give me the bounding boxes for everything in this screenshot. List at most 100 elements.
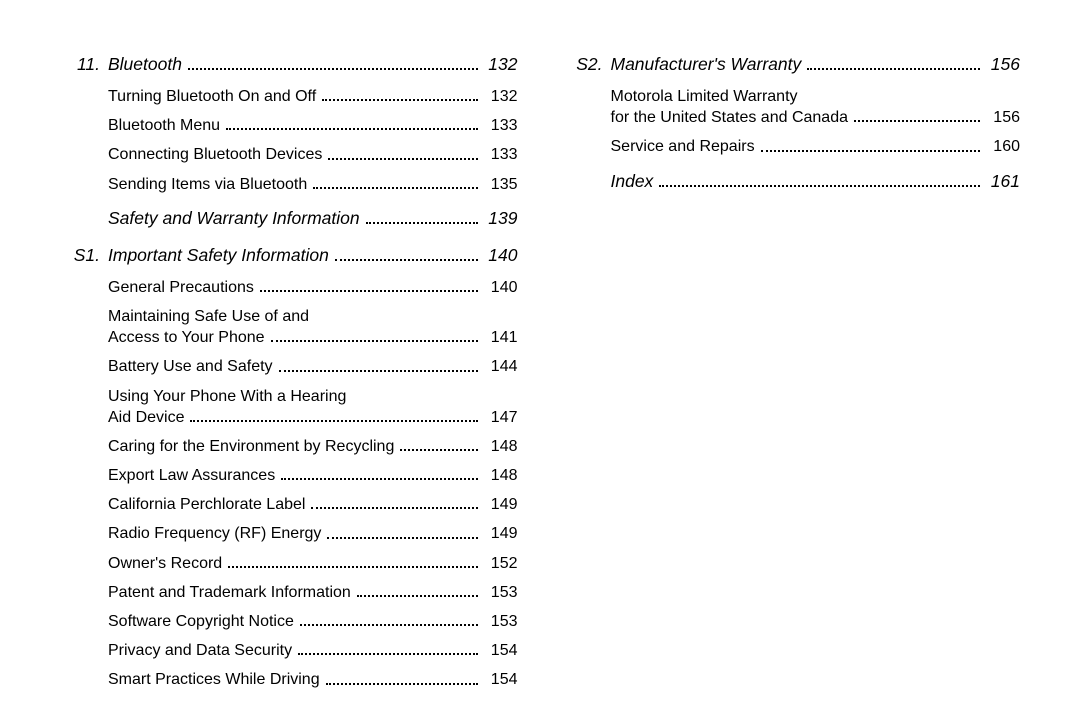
dot-leader — [228, 566, 477, 568]
dot-leader — [298, 653, 477, 655]
dot-leader — [300, 624, 478, 626]
dot-leader — [327, 537, 477, 539]
section-page-number: 139 — [484, 208, 518, 229]
toc-entry-multiline: Using Your Phone With a Hearing Aid Devic… — [70, 387, 518, 427]
entry-label: Software Copyright Notice — [108, 612, 294, 631]
section-page-number: 132 — [484, 54, 518, 75]
section-label: Important Safety Information — [108, 245, 329, 266]
entry-label-line2: Access to Your Phone — [108, 328, 265, 347]
dot-leader — [279, 370, 478, 372]
entry-label-line1: Maintaining Safe Use of and — [108, 307, 518, 326]
section-label: Manufacturer's Warranty — [611, 54, 802, 75]
toc-section: S1. Important Safety Information 140 — [70, 245, 518, 266]
dot-leader — [281, 478, 477, 480]
toc-entry: Radio Frequency (RF) Energy 149 — [70, 524, 518, 543]
dot-leader — [322, 99, 477, 101]
section-prefix: S1. — [70, 245, 100, 266]
toc-entry: Turning Bluetooth On and Off 132 — [70, 87, 518, 106]
toc-entry: California Perchlorate Label 149 — [70, 495, 518, 514]
entry-label: California Perchlorate Label — [108, 495, 305, 514]
entry-label: General Precautions — [108, 278, 254, 297]
dot-leader — [328, 158, 477, 160]
toc-entry: Privacy and Data Security 154 — [70, 641, 518, 660]
entry-page-number: 152 — [484, 554, 518, 573]
toc-entry: General Precautions 140 — [70, 278, 518, 297]
entry-label-line1: Using Your Phone With a Hearing — [108, 387, 518, 406]
toc-section: 11. Bluetooth 132 — [70, 54, 518, 75]
entry-page-number: 132 — [484, 87, 518, 106]
toc-section: Index161 — [573, 171, 1021, 192]
entry-page-number: 149 — [484, 524, 518, 543]
dot-leader — [271, 340, 478, 342]
entry-page-number: 154 — [484, 670, 518, 689]
toc-entry: Caring for the Environment by Recycling 1… — [70, 437, 518, 456]
section-label: Bluetooth — [108, 54, 182, 75]
dot-leader — [807, 68, 980, 70]
entry-label: Caring for the Environment by Recycling — [108, 437, 394, 456]
entry-line2-row: Access to Your Phone141 — [70, 328, 518, 347]
dot-leader — [260, 290, 478, 292]
entry-label: Service and Repairs — [611, 137, 755, 156]
toc-column-left: 11.Bluetooth132Turning Bluetooth On and … — [70, 50, 518, 680]
entry-page-number: 160 — [986, 137, 1020, 156]
entry-page-number: 135 — [484, 175, 518, 194]
entry-label: Radio Frequency (RF) Energy — [108, 524, 321, 543]
entry-label: Battery Use and Safety — [108, 357, 273, 376]
dot-leader — [400, 449, 477, 451]
section-page-number: 140 — [484, 245, 518, 266]
toc-column-right: S2.Manufacturer's Warranty156Motorola Li… — [573, 50, 1021, 680]
dot-leader — [326, 683, 478, 685]
entry-label: Owner's Record — [108, 554, 222, 573]
toc-page: 11.Bluetooth132Turning Bluetooth On and … — [0, 0, 1080, 720]
entry-page-number: 144 — [484, 357, 518, 376]
toc-entry: Service and Repairs 160 — [573, 137, 1021, 156]
section-prefix: S2. — [573, 54, 603, 75]
section-prefix: 11. — [70, 54, 100, 75]
entry-page-number: 140 — [484, 278, 518, 297]
dot-leader — [335, 259, 478, 261]
toc-entry: Battery Use and Safety 144 — [70, 357, 518, 376]
entry-label: Export Law Assurances — [108, 466, 275, 485]
toc-entry: Software Copyright Notice153 — [70, 612, 518, 631]
entry-label: Smart Practices While Driving — [108, 670, 320, 689]
dot-leader — [190, 420, 477, 422]
entry-page-number: 148 — [484, 437, 518, 456]
entry-label: Patent and Trademark Information — [108, 583, 351, 602]
entry-label: Bluetooth Menu — [108, 116, 220, 135]
entry-label-line2: for the United States and Canada — [611, 108, 849, 127]
dot-leader — [188, 68, 478, 70]
toc-entry: Sending Items via Bluetooth135 — [70, 175, 518, 194]
entry-page-number: 133 — [484, 145, 518, 164]
entry-page-number: 148 — [484, 466, 518, 485]
entry-page-number: 133 — [484, 116, 518, 135]
dot-leader — [761, 150, 980, 152]
toc-entry: Export Law Assurances 148 — [70, 466, 518, 485]
dot-leader — [659, 185, 980, 187]
entry-label: Turning Bluetooth On and Off — [108, 87, 316, 106]
toc-entry: Bluetooth Menu 133 — [70, 116, 518, 135]
entry-page-number: 156 — [986, 108, 1020, 127]
toc-entry: Connecting Bluetooth Devices 133 — [70, 145, 518, 164]
section-label: Index — [611, 171, 654, 192]
toc-entry: Owner's Record 152 — [70, 554, 518, 573]
entry-label-line1: Motorola Limited Warranty — [611, 87, 1021, 106]
entry-page-number: 153 — [484, 583, 518, 602]
toc-entry: Patent and Trademark Information 153 — [70, 583, 518, 602]
entry-page-number: 147 — [484, 408, 518, 427]
dot-leader — [313, 187, 477, 189]
toc-entry-multiline: Motorola Limited Warranty for the United … — [573, 87, 1021, 127]
toc-entry: Smart Practices While Driving 154 — [70, 670, 518, 689]
entry-label: Connecting Bluetooth Devices — [108, 145, 322, 164]
toc-section: S2.Manufacturer's Warranty156 — [573, 54, 1021, 75]
entry-page-number: 149 — [484, 495, 518, 514]
dot-leader — [357, 595, 478, 597]
section-label: Safety and Warranty Information — [108, 208, 360, 229]
toc-entry-multiline: Maintaining Safe Use of and Access to You… — [70, 307, 518, 347]
entry-page-number: 154 — [484, 641, 518, 660]
entry-label-line2: Aid Device — [108, 408, 184, 427]
entry-line2-row: Aid Device 147 — [70, 408, 518, 427]
entry-line2-row: for the United States and Canada 156 — [573, 108, 1021, 127]
toc-section: Safety and Warranty Information 139 — [70, 208, 518, 229]
entry-label: Privacy and Data Security — [108, 641, 292, 660]
dot-leader — [366, 222, 478, 224]
